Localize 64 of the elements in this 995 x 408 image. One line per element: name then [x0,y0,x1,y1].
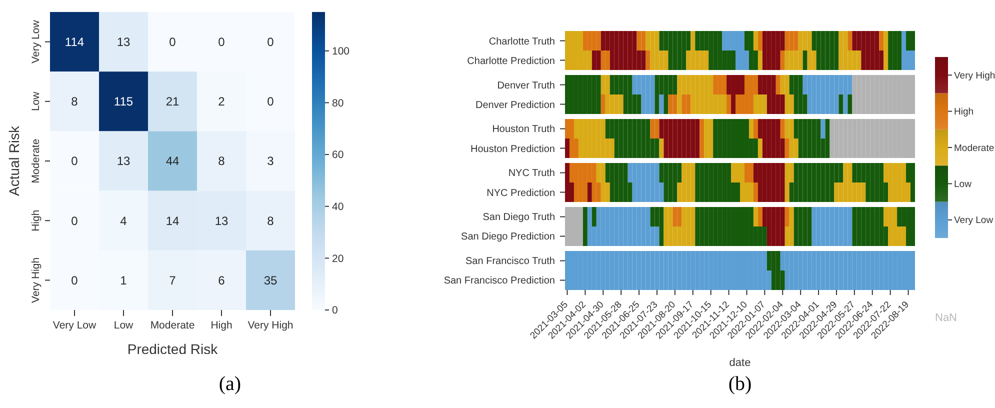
data-label: 13 [116,154,130,168]
data-label: 0 [71,273,78,288]
data-label: 0 [71,154,78,168]
data-label: 2 [218,94,226,109]
color-bar-label: 100 [332,46,350,58]
text: (b) [727,373,753,396]
y-tick-label: San Diego Prediction [461,232,555,243]
data-label: 0 [267,94,274,109]
data-label: 3 [267,154,274,168]
data-label: 13 [214,214,228,228]
data-label: 14 [166,214,180,228]
color-bar-label: 80 [332,97,344,110]
data-label: 8 [267,214,274,228]
y-axis-title: Actual Risk [6,124,22,196]
data-label: 7 [169,273,176,288]
y-tick-label: High [30,210,42,232]
y-tick-label: Charlotte Truth [488,36,555,48]
data-label: 0 [218,35,226,49]
data-label: 35 [264,273,278,288]
y-tick-label: Denver Truth [497,80,555,92]
y-tick-label: Low [30,91,42,112]
data-label: 1 [120,273,128,288]
y-tick-label: Houston Prediction [470,144,555,155]
x-tick-label: High [210,319,232,332]
color-bar-label: High [954,106,974,118]
y-tick-label: Charlotte Prediction [467,56,555,67]
color-bar-label: 60 [332,149,344,162]
y-tick-label: Very High [30,257,42,303]
data-label: 0 [267,35,274,49]
y-tick-label: San Francisco Prediction [444,276,555,287]
color-bar-label: 0 [332,304,338,317]
text: NaN [935,312,958,324]
data-label: 13 [116,35,130,49]
data-label: 8 [71,94,78,109]
y-tick-label: NYC Prediction [486,188,555,199]
y-tick-label: San Francisco Truth [466,256,555,268]
y-tick-label: San Diego Truth [482,212,555,224]
y-tick-label: NYC Truth [508,168,555,180]
x-tick-label: Very High [248,319,294,332]
color-bar-label: Very High [954,70,995,82]
y-tick-label: Denver Prediction [476,100,555,111]
data-label: 115 [114,94,134,109]
data-label: 114 [64,35,84,49]
y-tick-label: Very Low [30,20,42,64]
data-label: 4 [120,214,128,228]
color-bar-label: Moderate [954,142,994,154]
data-label: 8 [218,154,226,168]
x-tick-label: Moderate [150,319,195,332]
data-label: 6 [218,273,226,288]
data-label: 0 [169,35,176,49]
x-tick-label: Very Low [52,319,97,332]
y-tick-label: Moderate [30,138,42,184]
data-label: 44 [166,154,180,168]
y-tick-label: Houston Truth [492,124,555,136]
color-bar-label: 40 [332,201,344,214]
data-label: 21 [166,94,180,109]
color-bar-label: 20 [332,252,344,265]
text: (a) [218,373,242,396]
data-label: 0 [71,214,78,228]
color-bar-label: Very Low [954,215,994,226]
color-bar-label: Low [954,179,972,190]
x-axis-title: Predicted Risk [127,341,219,357]
x-tick-label: Low [114,319,134,332]
x-axis-title: date [729,357,751,369]
